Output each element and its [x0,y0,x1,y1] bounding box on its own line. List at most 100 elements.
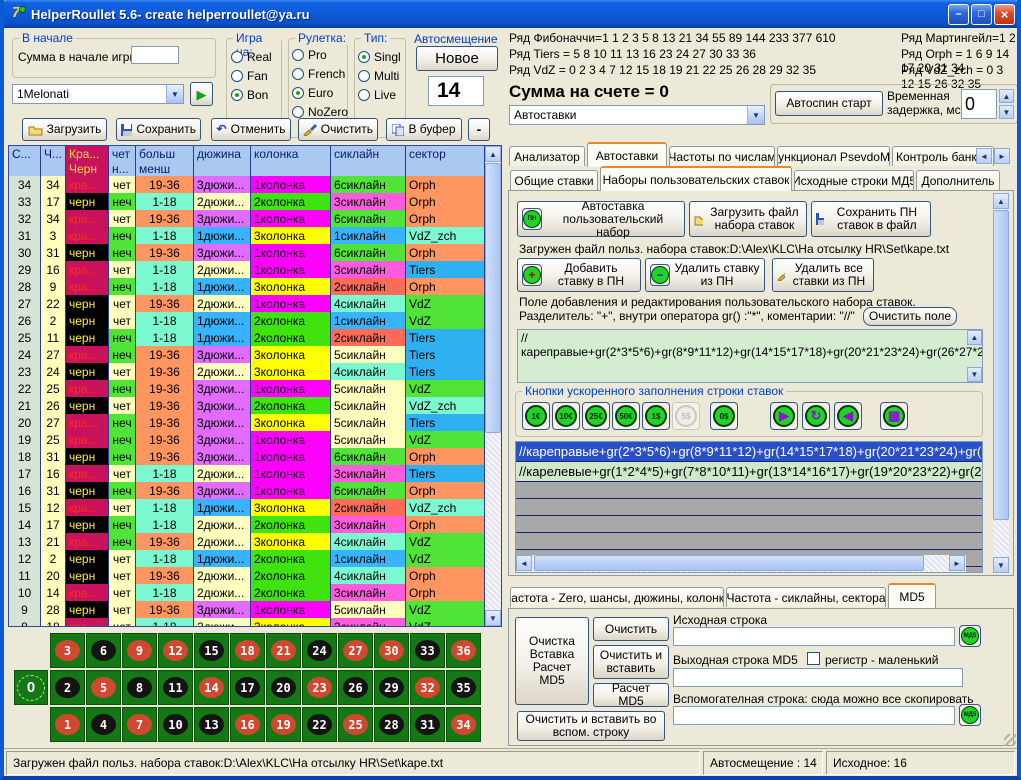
board-cell-35[interactable]: 35 [446,670,481,705]
board-cell-17[interactable]: 17 [230,670,265,705]
table-row[interactable]: 15 12 кра... чет 1-18 1дюжи... 3колонка 2сиклай… [9,499,501,516]
save-set-file-button[interactable]: Сохранить ПН ставок в файл [811,201,931,237]
board-cell-6[interactable]: 6 [86,633,121,668]
minimize-button[interactable]: – [948,3,969,25]
board-cell-2[interactable]: 2 [50,670,85,705]
table-scrollbar[interactable]: ▲ ▼ [485,146,501,626]
board-cell-31[interactable]: 31 [410,707,445,742]
list-item[interactable]: //карелевые+gr(1*2*4*5)+gr(7*8*10*11)+gr… [516,462,982,482]
sub-tab-3[interactable]: Дополнитель [916,170,1000,190]
game_on-option-bon[interactable]: Bon [231,85,272,104]
chevron-down-icon[interactable]: ▼ [166,85,183,103]
spin-down-icon[interactable]: ▼ [999,105,1014,119]
scroll-down-icon[interactable]: ▼ [967,367,982,382]
wheel-option-pro[interactable]: Pro [292,45,348,64]
board-cell-7[interactable]: 7 [122,707,157,742]
main-tab-3[interactable]: Функционал PsevdoMS [777,146,890,166]
scroll-right-icon[interactable]: ► [949,555,965,571]
strategy-combobox[interactable]: 1Melonati ▼ [12,84,184,104]
table-row[interactable]: 8 18 кра... чет 1-18 2дюжи... 3колонка 3сиклайн… [9,618,501,626]
board-cell-14[interactable]: 14 [194,670,229,705]
list-item-empty[interactable] [516,516,982,533]
rtype-option-multi[interactable]: Multi [358,66,401,85]
rtype-option-live[interactable]: Live [358,85,401,104]
close-button[interactable]: × [994,3,1015,25]
table-row[interactable]: 27 22 черн чет 19-36 2дюжи... 1колонка 4сиклайн… [9,295,501,312]
table-row[interactable]: 22 25 кра... неч 19-36 3дюжи... 1колонка 5сикла… [9,380,501,397]
rtype-option-singl[interactable]: Singl [358,47,401,66]
list-item-empty[interactable] [516,499,982,516]
table-row[interactable]: 29 16 кра... чет 1-18 2дюжи... 1колонка 3сиклай… [9,261,501,278]
play-icon-button[interactable]: ▶ [770,402,798,430]
table-row[interactable]: 14 17 черн неч 1-18 2дюжи... 2колонка 3сиклайн O… [9,516,501,533]
table-row[interactable]: 23 24 черн чет 19-36 2дюжи... 3колонка 4сиклайн… [9,363,501,380]
md5-clear-paste-button[interactable]: Очистить и вставить [593,645,669,679]
main-tab-2[interactable]: Частоты по числам [669,146,775,166]
table-row[interactable]: 33 17 черн неч 1-18 2дюжи... 2колонка 3сиклайн O… [9,193,501,210]
autospin-start-button[interactable]: Автоспин старт [775,91,883,116]
scroll-down-icon[interactable]: ▼ [485,610,501,626]
board-cell-11[interactable]: 11 [158,670,193,705]
md5-clear-button[interactable]: Очистить [593,617,669,641]
clear-field-button[interactable]: Очистить поле [863,307,957,326]
board-cell-4[interactable]: 4 [86,707,121,742]
game_on-option-real[interactable]: Real [231,47,272,66]
table-row[interactable]: 25 11 черн неч 1-18 1дюжи... 2колонка 2сиклайн T… [9,329,501,346]
main-tab-1[interactable]: Автоставки [587,142,667,167]
wheel-option-euro[interactable]: Euro [292,83,348,102]
autostake-userset-button[interactable]: ПН Автоставка пользовательский набор [517,199,685,238]
panel-scrollbar[interactable]: ▲ ▼ [993,193,1009,574]
stake-editor-field[interactable]: //кареправые+gr(2*3*5*6)+gr(8*9*11*12)+g… [517,329,983,383]
start-play-button[interactable]: ▶ [190,82,213,106]
back-icon-button[interactable]: ◀ [834,402,862,430]
board-cell-23[interactable]: 23 [302,670,337,705]
wheel-option-nozero[interactable]: NoZero [292,102,348,121]
to-buffer-button[interactable]: В буфер [386,118,462,141]
list-item-empty[interactable] [516,482,982,499]
chip-6-button[interactable]: 0$ [710,402,738,430]
board-cell-1[interactable]: 1 [50,707,85,742]
board-cell-27[interactable]: 27 [338,633,373,668]
mode-combobox[interactable]: Автоставки ▼ [509,105,765,125]
undo-button[interactable]: ↶ Отменить [211,118,291,141]
game_on-option-fan[interactable]: Fan [231,66,272,85]
chip-1-button[interactable]: 10€ [552,402,580,430]
tab-scroll-left-icon[interactable]: ◄ [976,148,992,164]
sub-tab-1[interactable]: Наборы пользовательских ставок [600,166,792,191]
board-cell-8[interactable]: 8 [122,670,157,705]
list-hscroll-thumb[interactable] [534,555,924,571]
table-row[interactable]: 26 2 черн чет 1-18 1дюжи... 2колонка 1сиклайн Vd… [9,312,501,329]
add-stake-button[interactable]: + Добавить ставку в ПН [517,258,641,292]
board-cell-33[interactable]: 33 [410,633,445,668]
table-row[interactable]: 9 28 черн чет 19-36 3дюжи... 1колонка 5сиклайн V… [9,601,501,618]
board-cell-21[interactable]: 21 [266,633,301,668]
chip-0-button[interactable]: 1€ [522,402,550,430]
board-zero-cell[interactable]: 0 [14,670,48,705]
resize-grip[interactable] [1004,734,1016,746]
scroll-left-icon[interactable]: ◄ [516,555,532,571]
scroll-up-icon[interactable]: ▲ [967,330,982,345]
board-cell-9[interactable]: 9 [122,633,157,668]
table-row[interactable]: 32 34 кра... чет 19-36 3дюжи... 1колонка 6сикла… [9,210,501,227]
chevron-down-icon[interactable]: ▼ [747,106,764,124]
board-cell-30[interactable]: 30 [374,633,409,668]
board-cell-36[interactable]: 36 [446,633,481,668]
tab-scroll-right-icon[interactable]: ► [994,148,1010,164]
delay-value[interactable]: 0 [961,89,997,119]
board-cell-22[interactable]: 22 [302,707,337,742]
list-item[interactable]: //кареправые+gr(2*3*5*6)+gr(8*9*11*12)+g… [516,442,982,462]
table-row[interactable]: 31 3 кра... неч 1-18 1дюжи... 3колонка 1сиклайн… [9,227,501,244]
chip-4-button[interactable]: 1$ [642,402,670,430]
scroll-down-icon[interactable]: ▼ [993,557,1009,573]
md5-big-button[interactable]: Очистка Вставка Расчет MD5 [515,617,589,705]
maximize-button[interactable]: □ [971,3,992,25]
md5-copy-icon[interactable]: МД5 [959,704,981,726]
table-row[interactable]: 21 26 черн чет 19-36 3дюжи... 2колонка 5сиклайн… [9,397,501,414]
md5-source-input[interactable] [673,627,955,646]
board-cell-28[interactable]: 28 [374,707,409,742]
board-cell-24[interactable]: 24 [302,633,337,668]
wheel-option-french[interactable]: French [292,64,348,83]
remove-stake-button[interactable]: − Удалить ставку из ПН [645,258,765,292]
list-hscrollbar[interactable]: ◄ ► [516,555,966,572]
board-cell-34[interactable]: 34 [446,707,481,742]
